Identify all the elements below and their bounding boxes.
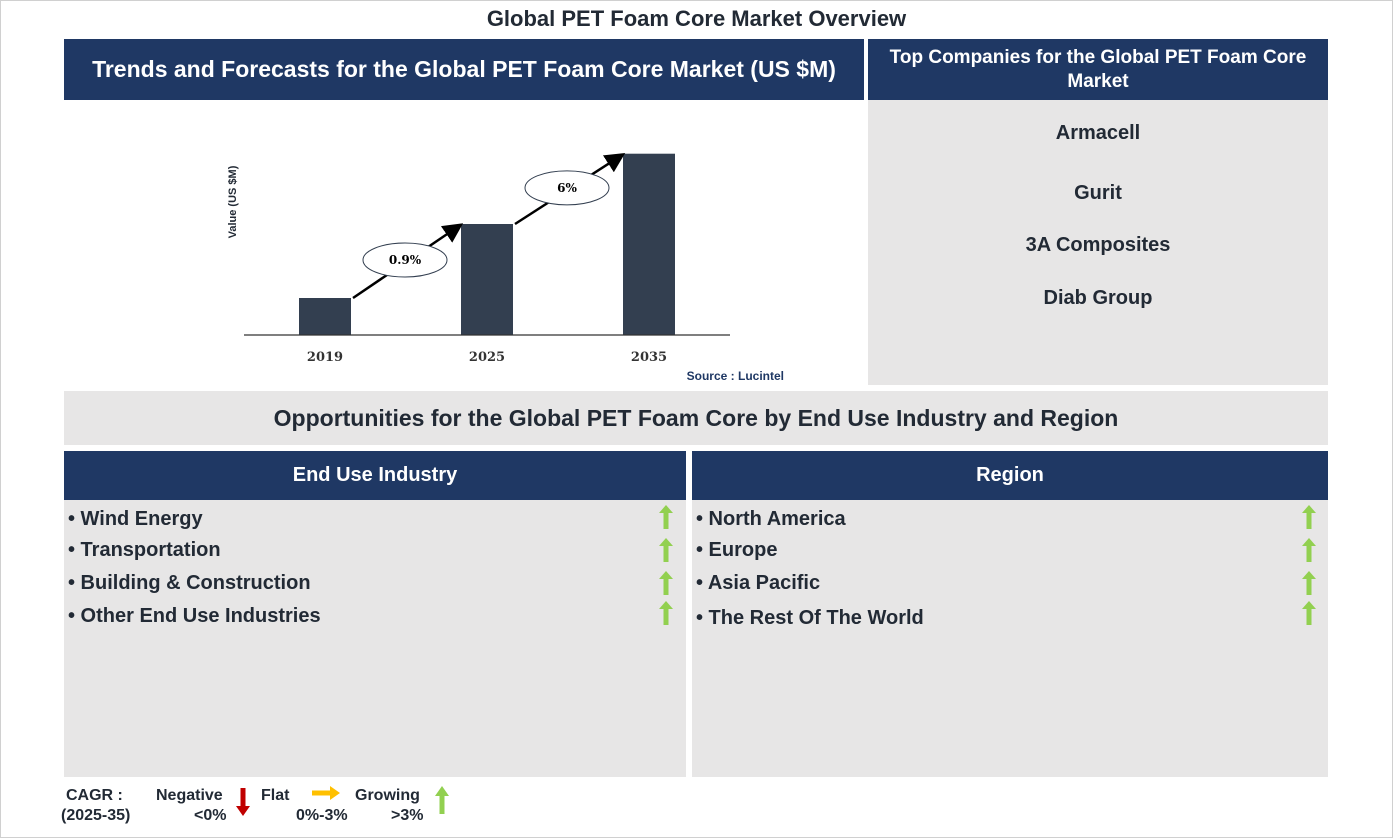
company-name: Diab Group [1043, 287, 1153, 309]
list-item: • Europe [696, 539, 778, 561]
cagr-label: 0.9% [389, 253, 422, 267]
cagr-bubble [362, 242, 448, 278]
region-panel: • North America • Europe • Asia Pacific … [692, 500, 1328, 777]
flat-arrow-icon [312, 786, 340, 800]
growing-arrow-icon [659, 601, 673, 625]
list-item: • Asia Pacific [696, 572, 821, 594]
company-name: 3A Composites [1025, 234, 1171, 256]
growing-arrow-icon [1302, 571, 1316, 595]
chart-header: Trends and Forecasts for the Global PET … [64, 39, 864, 100]
growing-arrow-icon [659, 505, 673, 529]
region-header: Region [692, 451, 1328, 500]
bar-chart: Value (US $M) 2019 2025 2035 0.9% 6% Source… [227, 152, 784, 383]
growing-arrow-icon [659, 571, 673, 595]
growing-arrow-icon [1302, 601, 1316, 625]
chart-source: Source : Lucintel [687, 369, 784, 383]
legend-growing: Growing [355, 787, 420, 804]
companies-panel: Armacell Gurit 3A Composites Diab Group [868, 100, 1328, 385]
list-item: • Other End Use Industries [68, 605, 321, 627]
legend-period: (2025-35) [61, 807, 131, 824]
x-tick-label: 2019 [307, 350, 343, 365]
legend-negative: Negative [156, 787, 223, 804]
list-item: • Wind Energy [68, 508, 203, 530]
list-item: • Transportation [68, 539, 221, 561]
x-tick-label: 2025 [469, 350, 505, 365]
end-use-header: End Use Industry [64, 451, 686, 500]
companies-header: Top Companies for the Global PET Foam Co… [868, 39, 1328, 100]
bar-2035 [623, 153, 675, 335]
bar-2019 [299, 298, 351, 335]
end-use-panel: • Wind Energy • Transportation • Buildin… [64, 500, 686, 777]
opportunities-header: Opportunities for the Global PET Foam Co… [64, 391, 1328, 445]
legend-flat: Flat [261, 787, 290, 804]
bar-2025 [461, 224, 513, 335]
page-title: Global PET Foam Core Market Overview [486, 6, 907, 31]
legend-growing-range: >3% [391, 807, 424, 824]
list-item: • The Rest Of The World [696, 607, 924, 629]
growing-arrow-icon [435, 786, 449, 814]
legend-negative-range: <0% [194, 807, 227, 824]
list-item: • North America [696, 508, 846, 530]
growing-arrow-icon [659, 538, 673, 562]
list-item: • Building & Construction [68, 572, 311, 594]
cagr-bubble [524, 170, 610, 206]
x-tick-label: 2035 [631, 350, 667, 365]
growing-arrow-icon [1302, 505, 1316, 529]
y-axis-label: Value (US $M) [227, 165, 239, 238]
company-name: Gurit [1074, 182, 1122, 204]
company-name: Armacell [1055, 122, 1141, 144]
growing-arrow-icon [1302, 538, 1316, 562]
legend-flat-range: 0%-3% [296, 807, 348, 824]
negative-arrow-icon [236, 788, 250, 816]
cagr-label: 6% [557, 181, 577, 195]
legend-cagr-label: CAGR : [66, 787, 123, 804]
